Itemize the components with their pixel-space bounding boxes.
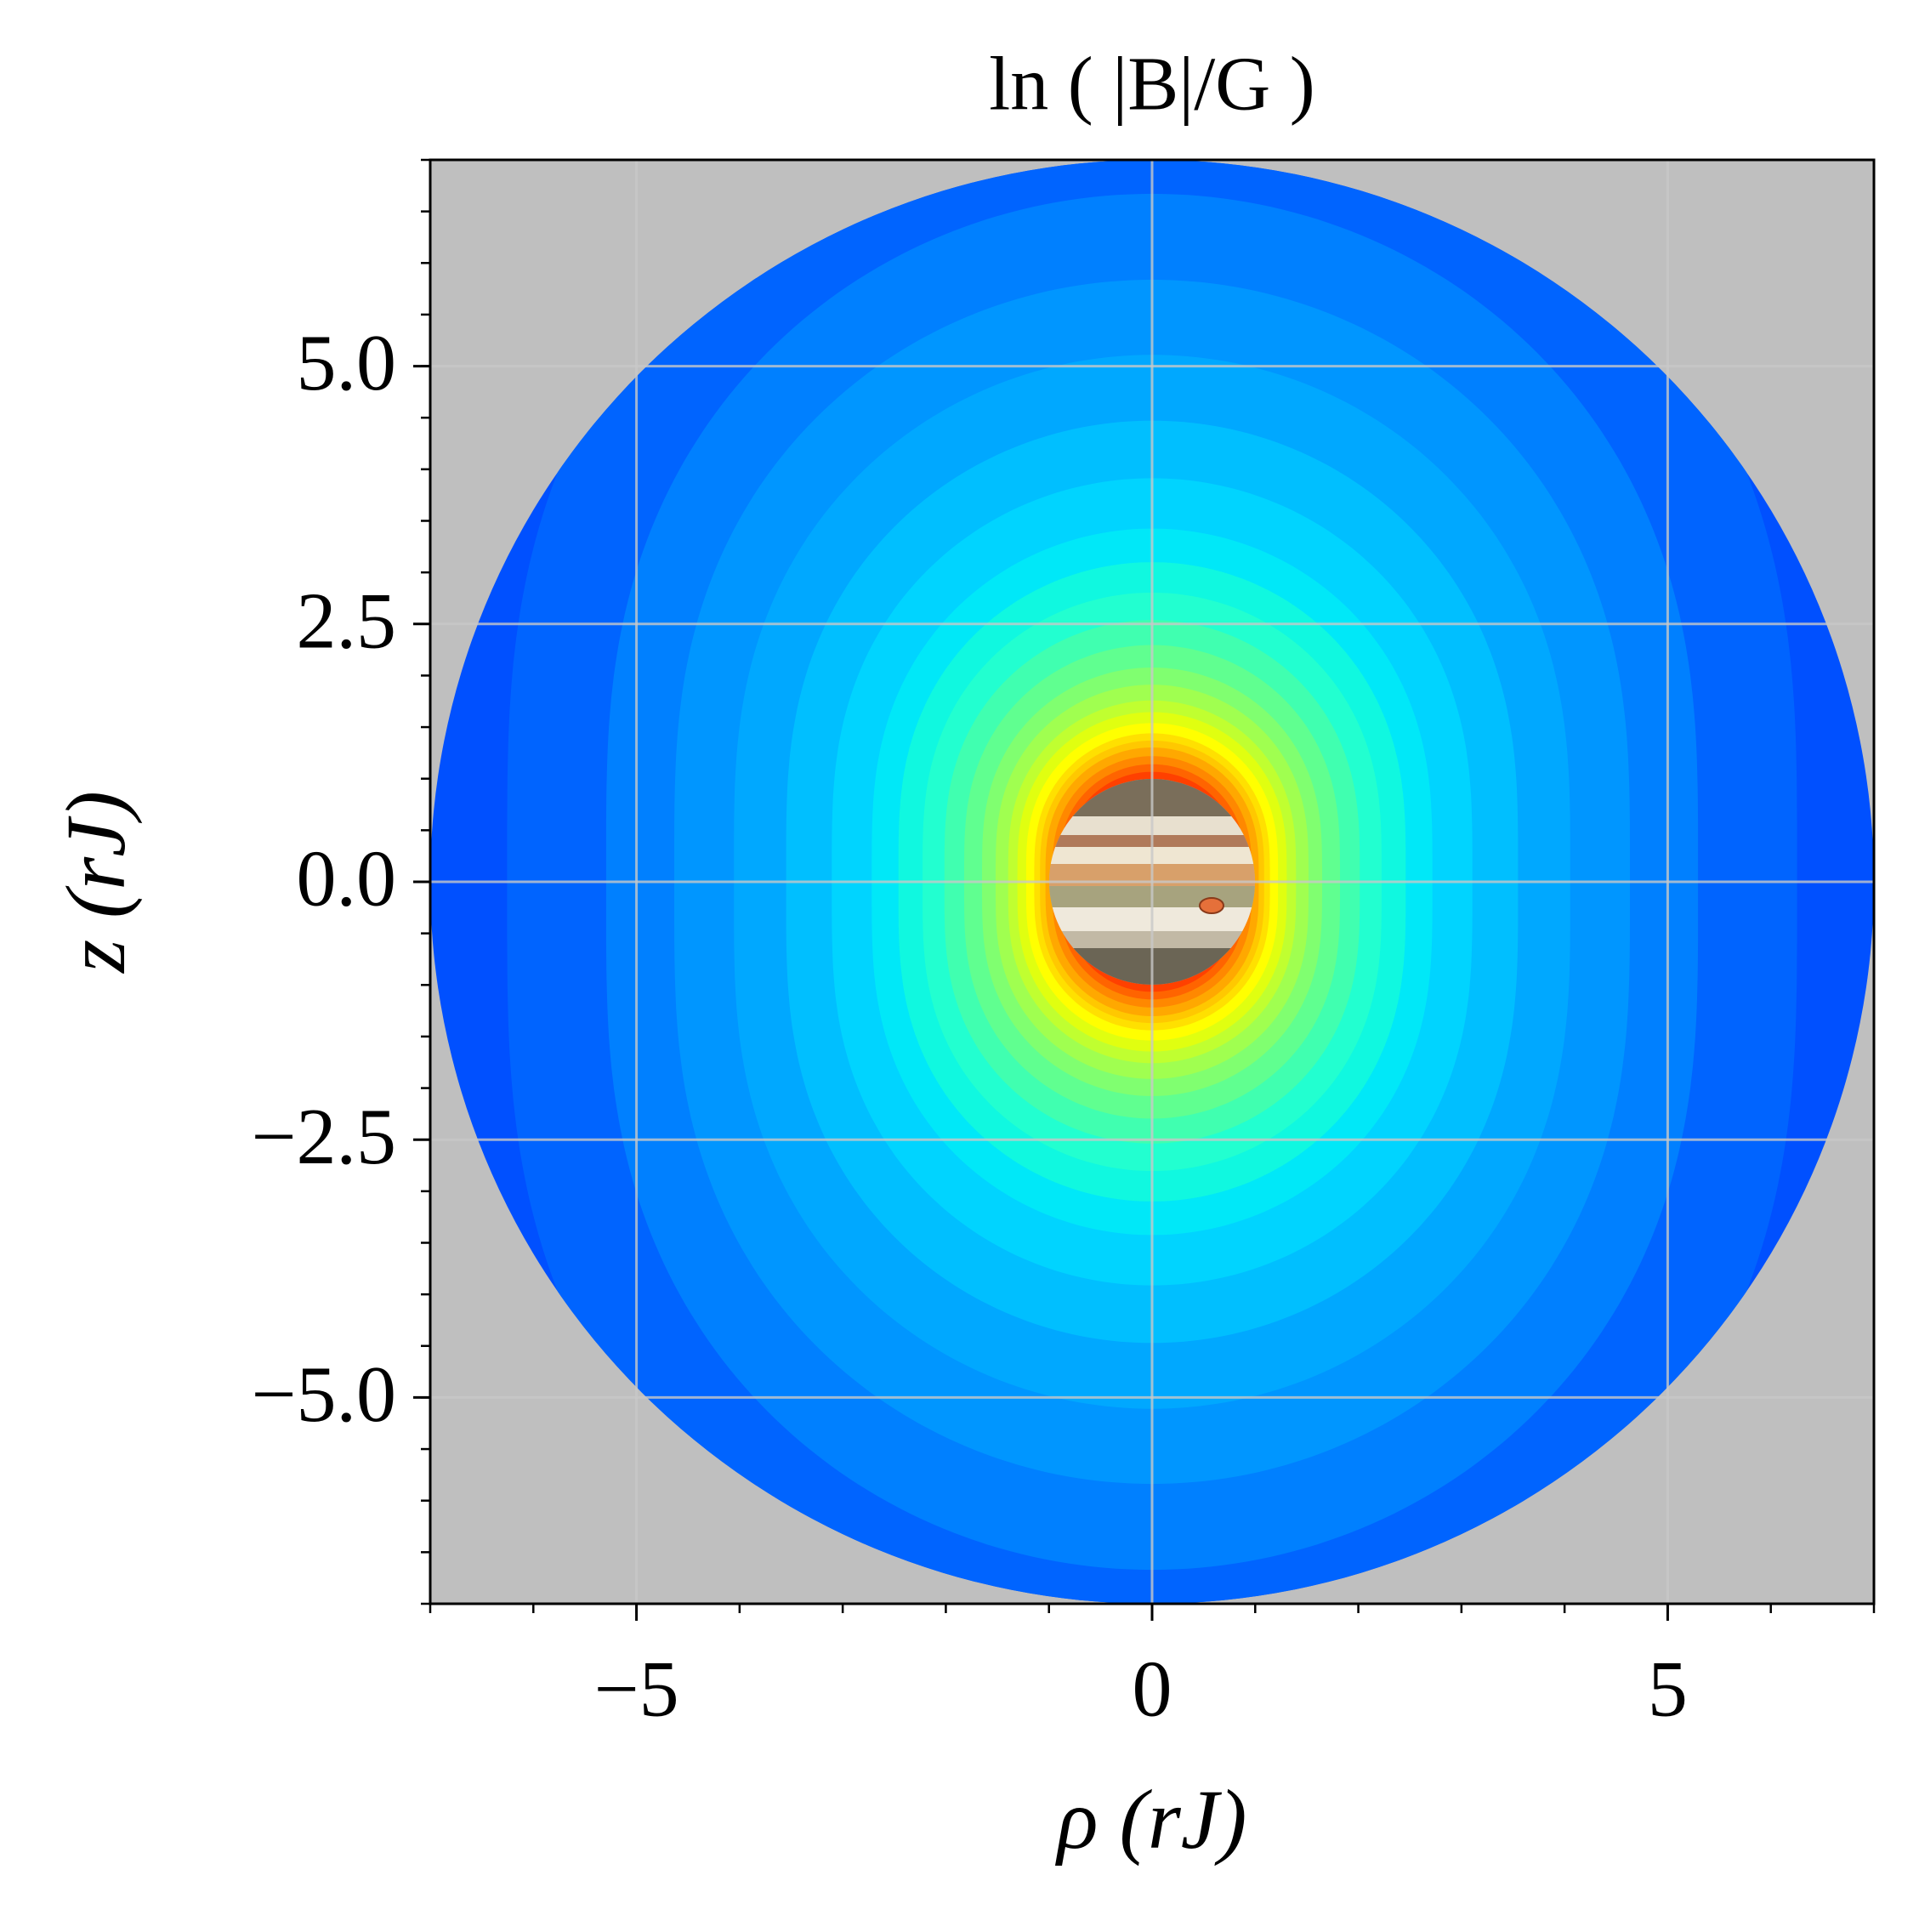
x-tick-label: 5 [1648, 1645, 1688, 1734]
x-tick-label: 0 [1133, 1645, 1172, 1734]
y-tick-label: 5.0 [297, 319, 397, 407]
y-tick-label: −5.0 [251, 1350, 396, 1439]
chart-title: ln ( |B|/G ) [989, 43, 1315, 127]
y-tick-label: 2.5 [297, 577, 397, 665]
y-tick-label: −2.5 [251, 1093, 396, 1181]
y-axis-label: z (rJ) [48, 791, 143, 975]
grid [430, 160, 1874, 1604]
contour-disk [430, 160, 1874, 1604]
contour-bands [430, 160, 1874, 1604]
x-tick-label: −5 [594, 1645, 679, 1734]
x-axis-label: ρ (rJ) [1055, 1772, 1247, 1867]
y-tick-label: 0.0 [297, 835, 397, 923]
